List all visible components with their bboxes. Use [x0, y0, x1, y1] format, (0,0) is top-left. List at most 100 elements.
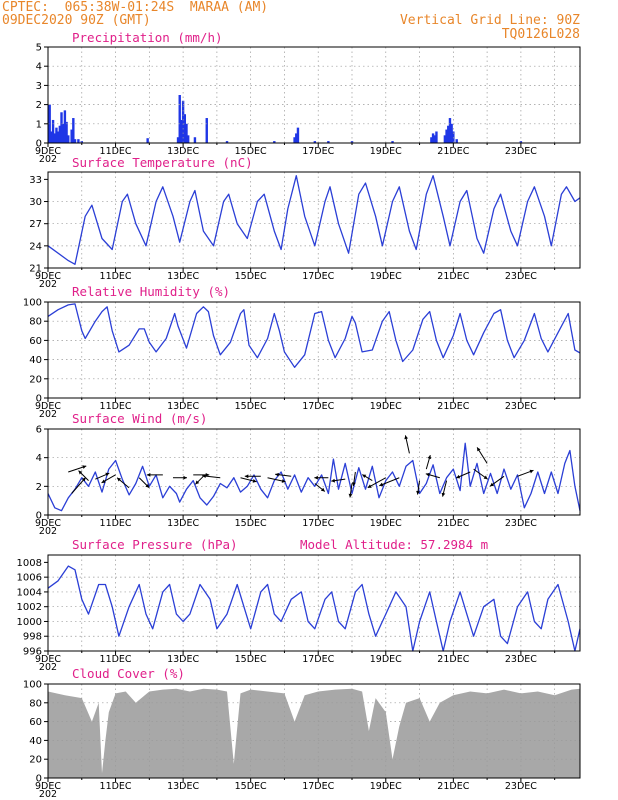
rh-xtick-label-3: 15DEC: [235, 401, 267, 412]
precip-bar-20: [180, 119, 183, 143]
temp-panel: Surface Temperature (nC) 21 24 27 30 33 9DEC 11…: [29, 155, 581, 290]
cloud-ytick-label-1: 20: [29, 755, 42, 766]
rh-xtick-label-6: 21DEC: [437, 401, 469, 412]
wind-ytick-label-1: 2: [36, 482, 42, 493]
wind-arrow-2: [78, 470, 89, 481]
precip-title: Precipitation (mm/h): [72, 30, 223, 45]
precip-bar-2: [51, 119, 55, 143]
precip-bar-44: [450, 123, 453, 143]
pressure-ytick-label-5: 1006: [17, 573, 42, 584]
rh-xtick-label-2: 13DEC: [167, 401, 199, 412]
pressure-xtick-label-0: 9DEC: [35, 654, 61, 665]
precip-xtick-label-0: 9DEC: [35, 146, 61, 157]
pressure-xtick-label-2: 13DEC: [167, 654, 199, 665]
temp-xtick-label-6: 21DEC: [437, 271, 469, 282]
wind-arrow-5: [116, 477, 130, 489]
wind-arrow-17: [314, 475, 329, 480]
cloud-xtick-label-1: 11DEC: [100, 781, 132, 792]
precip-xtick-label-5: 19DEC: [370, 146, 402, 157]
precip-bar-5: [56, 131, 60, 143]
rh-ytick-label-3: 60: [29, 336, 42, 347]
rh-ytick-label-0: 0: [36, 394, 42, 405]
wind-arrow-14: [267, 477, 286, 483]
rh-ytick-label-4: 80: [29, 317, 42, 328]
rh-x-sublabel: 202: [39, 409, 57, 420]
cloud-xtick-label-4: 17DEC: [302, 781, 334, 792]
precip-bar-3: [53, 133, 56, 143]
precip-bar-33: [327, 141, 330, 143]
pressure-panel: Surface Pressure (hPa) Model Altitude: 57…: [17, 537, 581, 673]
wind-arrow-25: [416, 480, 421, 495]
precip-bar-37: [431, 133, 435, 143]
pressure-ytick-label-6: 1008: [17, 558, 42, 569]
precip-bar-6: [58, 125, 62, 143]
precip-bar-38: [433, 135, 436, 143]
pressure-xtick-label-1: 11DEC: [100, 654, 132, 665]
temp-ytick-label-4: 33: [29, 175, 42, 186]
precip-bar-17: [146, 138, 149, 143]
cloud-xtick-label-7: 23DEC: [505, 781, 537, 792]
precip-bar-43: [448, 118, 452, 143]
precip-bar-25: [193, 137, 197, 143]
wind-arrow-8: [172, 475, 187, 480]
wind-arrow-7: [146, 472, 163, 477]
wind-arrow-23: [379, 477, 400, 487]
pressure-xtick-label-4: 17DEC: [302, 654, 334, 665]
pressure-ytick-label-1: 998: [23, 632, 42, 643]
cloud-xtick-label-3: 15DEC: [235, 781, 267, 792]
precip-bar-36: [430, 137, 433, 143]
precip-bar-30: [295, 133, 298, 143]
precip-ytick-label-2: 2: [36, 100, 42, 111]
precip-bar-11: [67, 135, 70, 143]
cloud-area: [48, 688, 580, 778]
temp-xtick-label-0: 9DEC: [35, 271, 61, 282]
precip-bar-27: [225, 141, 229, 143]
cloud-xtick-label-0: 9DEC: [35, 781, 61, 792]
wind-xtick-label-0: 9DEC: [35, 518, 61, 529]
rh-xtick-label-7: 23DEC: [505, 401, 537, 412]
rh-xtick-label-4: 17DEC: [302, 401, 334, 412]
precip-bar-24: [186, 135, 190, 143]
wind-arrow-3: [95, 472, 110, 480]
wind-arrow-26: [425, 454, 432, 470]
pressure-xtick-label-7: 23DEC: [505, 654, 537, 665]
wind-arrow-29: [456, 471, 471, 479]
temp-xtick-label-3: 15DEC: [235, 271, 267, 282]
wind-xtick-label-6: 21DEC: [437, 518, 469, 529]
precip-bar-0: [48, 104, 51, 143]
wind-xtick-label-3: 15DEC: [235, 518, 267, 529]
precip-bar-10: [65, 121, 68, 143]
temp-xtick-label-5: 19DEC: [370, 271, 402, 282]
wind-ytick-label-2: 4: [36, 453, 42, 464]
temp-xtick-label-2: 13DEC: [167, 271, 199, 282]
wind-arrow-32: [489, 475, 505, 487]
precip-bar-22: [183, 114, 186, 143]
cloud-ytick-label-0: 0: [36, 774, 42, 785]
precip-bar-41: [445, 129, 448, 143]
wind-arrow-15: [275, 472, 292, 477]
rh-xtick-label-1: 11DEC: [100, 401, 132, 412]
wind-arrow-19: [348, 483, 353, 498]
cloud-title: Cloud Cover (%): [72, 666, 185, 681]
wind-arrow-13: [244, 474, 261, 479]
precip-bar-29: [293, 137, 296, 143]
wind-arrow-31: [476, 447, 488, 464]
precip-xtick-label-6: 21DEC: [437, 146, 469, 157]
pressure-title: Surface Pressure (hPa): [72, 537, 238, 552]
precip-ytick-label-0: 0: [36, 139, 42, 150]
precip-panel: Precipitation (mm/h) 0 1 2 3 4 5 9DEC 11DEC 13DEC…: [35, 30, 581, 165]
rh-line: [47, 303, 581, 368]
pressure-annotation: Model Altitude: 57.2984 m: [300, 537, 488, 552]
temp-ytick-label-3: 30: [29, 197, 42, 208]
precip-bar-40: [443, 135, 447, 143]
precip-bar-23: [185, 123, 188, 143]
temp-xtick-label-1: 11DEC: [100, 271, 132, 282]
precip-bar-14: [73, 139, 77, 143]
precip-ytick-label-5: 5: [36, 43, 42, 54]
model-id: TQ0126L028: [501, 27, 580, 42]
temp-frame: [47, 171, 581, 269]
precip-bar-26: [205, 118, 208, 143]
temp-line: [47, 175, 581, 265]
pressure-ytick-label-2: 1000: [17, 617, 42, 628]
wind-arrow-21: [362, 474, 373, 482]
